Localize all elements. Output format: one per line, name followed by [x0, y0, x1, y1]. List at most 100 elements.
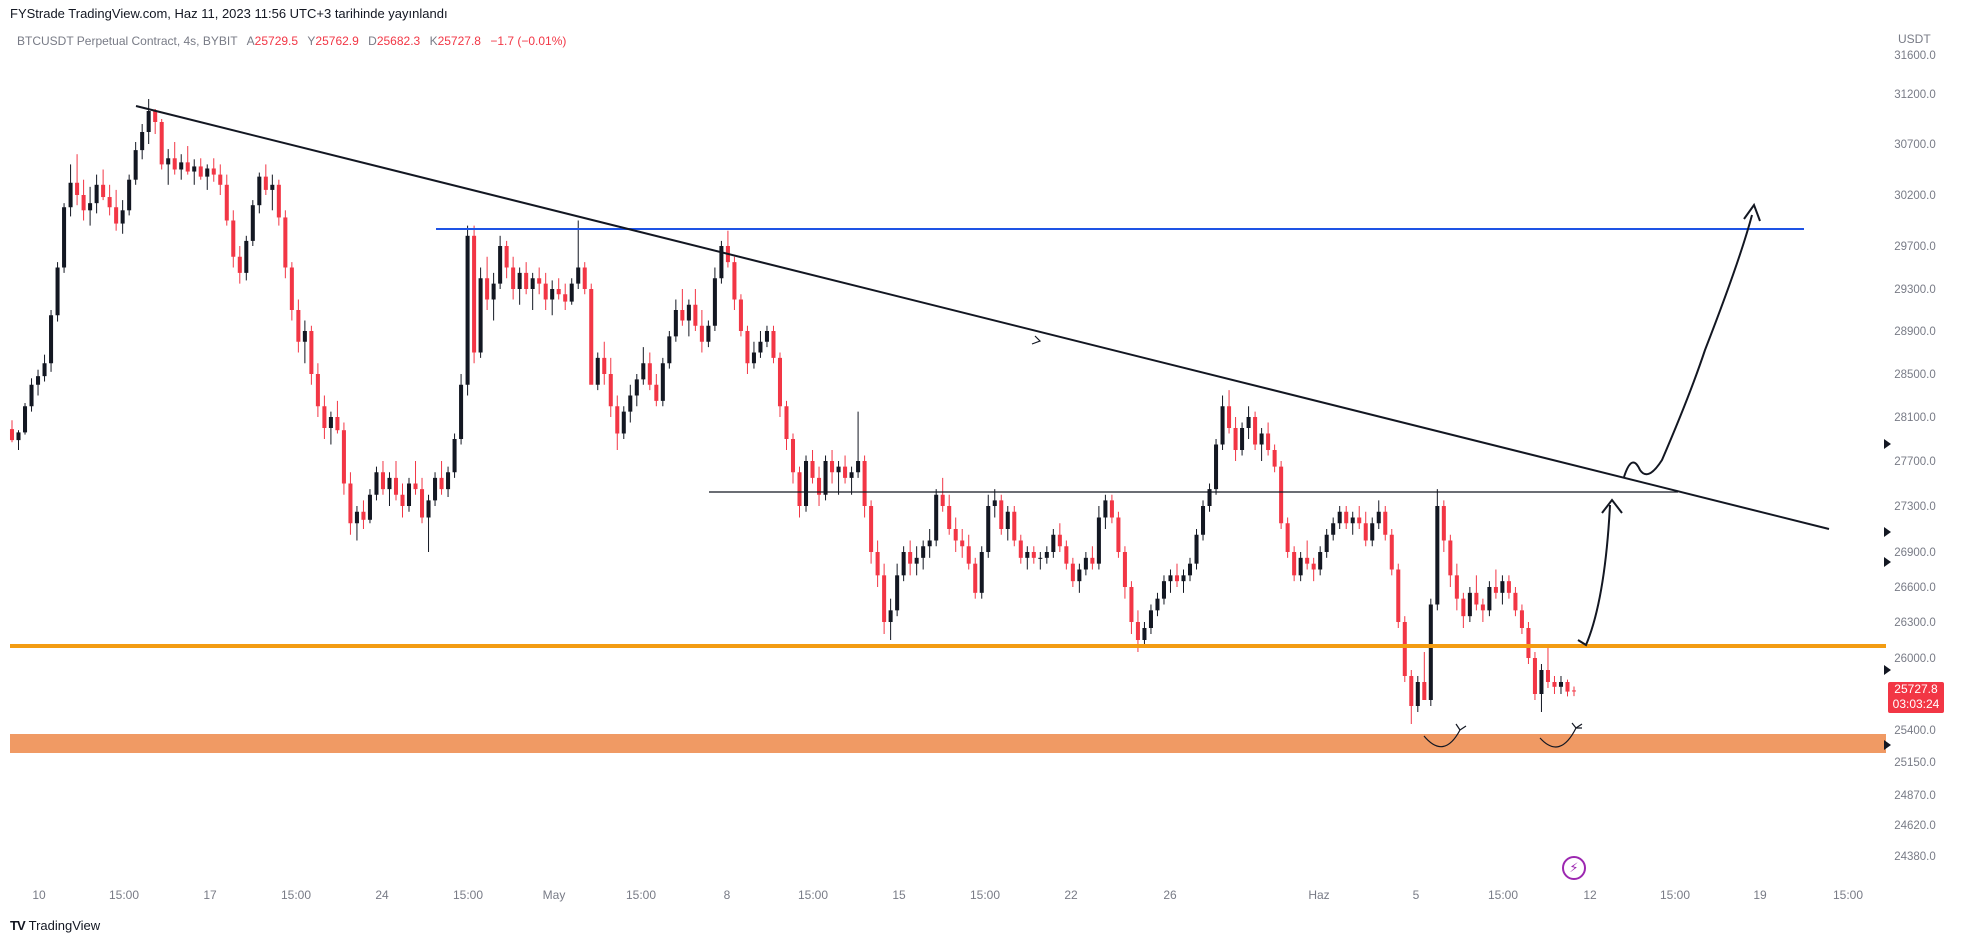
candle-body	[459, 384, 464, 439]
candle-body	[966, 546, 971, 564]
candle-body	[140, 132, 145, 151]
candle-body	[1155, 598, 1160, 611]
candle-body	[1148, 610, 1153, 628]
candle-body	[1422, 682, 1427, 700]
flash-icon[interactable]: ⚡	[1562, 856, 1586, 880]
x-tick-label: 10	[32, 888, 46, 902]
candle-body	[1500, 581, 1505, 593]
candle-body	[1357, 517, 1362, 524]
axis-arrow-icon[interactable]	[1884, 527, 1891, 537]
candle-body	[1168, 575, 1173, 582]
candle-body	[719, 246, 724, 279]
candle-body	[986, 506, 991, 552]
candle-body	[992, 500, 997, 506]
candle-body	[393, 477, 399, 495]
candle-body	[179, 162, 184, 170]
candle-body	[491, 283, 496, 300]
candle-body	[784, 406, 789, 439]
candle-body	[810, 461, 815, 478]
currency-label: USDT	[1898, 32, 1931, 46]
candle-body	[1064, 546, 1069, 564]
axis-arrow-icon[interactable]	[1884, 740, 1891, 750]
candle-body	[153, 111, 158, 122]
candle-body	[159, 122, 164, 165]
publish-header: FYStrade TradingView.com, Haz 11, 2023 1…	[10, 6, 448, 21]
candle-body	[686, 304, 691, 321]
trendline-down[interactable]	[135, 105, 1830, 530]
candle-body	[146, 111, 151, 132]
candle-body	[1487, 587, 1492, 611]
last-price-badge: 25727.8 03:03:24	[1888, 682, 1944, 713]
axis-arrow-icon[interactable]	[1884, 439, 1891, 449]
candle-body	[641, 363, 646, 380]
candle-body	[628, 395, 633, 412]
candle-body	[1376, 511, 1381, 524]
candle-body	[999, 500, 1004, 529]
candle-body	[673, 310, 678, 337]
open-label: A	[246, 34, 255, 48]
candle-body	[127, 179, 132, 211]
x-tick-label: 15:00	[109, 888, 139, 902]
candle-body	[341, 430, 346, 484]
candle-body	[406, 483, 412, 506]
candle-body	[615, 406, 620, 434]
candle-body	[1266, 433, 1271, 450]
candle-body	[790, 439, 796, 473]
candle-body	[1318, 552, 1323, 570]
candle-body	[1018, 540, 1023, 558]
candle-body	[198, 166, 203, 177]
high-label: Y	[307, 34, 316, 48]
candle-body	[315, 374, 320, 407]
candle-body	[1227, 406, 1232, 428]
candle-body	[1233, 428, 1238, 450]
axis-arrow-icon[interactable]	[1884, 665, 1891, 675]
candle-body	[1448, 540, 1453, 576]
candle-body	[185, 162, 190, 172]
candle-body	[420, 489, 425, 518]
candle-body	[354, 511, 359, 524]
candle-body	[400, 494, 405, 506]
candles-layer	[9, 99, 1577, 724]
candle-body	[1571, 690, 1577, 692]
candle-body	[211, 168, 216, 175]
y-tick-label: 26900.0	[1894, 547, 1936, 559]
candle-body	[88, 203, 93, 211]
candle-body	[537, 278, 542, 284]
candle-body	[309, 331, 314, 374]
axis-arrow-icon[interactable]	[1884, 557, 1891, 567]
projection-arrow-2	[1743, 202, 1761, 222]
candle-body	[1467, 592, 1472, 617]
candle-body	[94, 184, 99, 204]
y-tick-label: 26600.0	[1894, 582, 1936, 594]
candle-body	[856, 461, 861, 473]
candle-body	[1539, 670, 1544, 694]
y-tick-label: 28100.0	[1894, 412, 1936, 424]
x-tick-label: 15:00	[1660, 888, 1690, 902]
candle-body	[608, 374, 613, 407]
candle-body	[101, 184, 106, 198]
candle-body	[576, 267, 581, 284]
candle-body	[1526, 628, 1531, 658]
candle-body	[771, 331, 776, 358]
candle-body	[1415, 682, 1420, 706]
candle-body	[797, 472, 802, 506]
candle-body	[934, 494, 939, 541]
candle-body	[1311, 563, 1316, 570]
candle-body	[120, 210, 125, 224]
candle-body	[322, 406, 327, 428]
candle-body	[1044, 552, 1049, 558]
high-value: 25762.9	[315, 34, 359, 48]
low-value: 25682.3	[376, 34, 421, 48]
candle-body	[849, 472, 854, 478]
candle-body	[16, 432, 21, 441]
x-tick-label: 5	[1413, 888, 1420, 902]
candle-body	[1513, 592, 1518, 611]
candle-body	[1292, 552, 1297, 576]
candle-body	[647, 363, 652, 385]
x-tick-label: 15:00	[453, 888, 483, 902]
close-label: K	[429, 34, 438, 48]
candle-body	[1396, 569, 1401, 622]
candle-body	[1220, 406, 1225, 445]
candle-body	[1519, 610, 1524, 628]
